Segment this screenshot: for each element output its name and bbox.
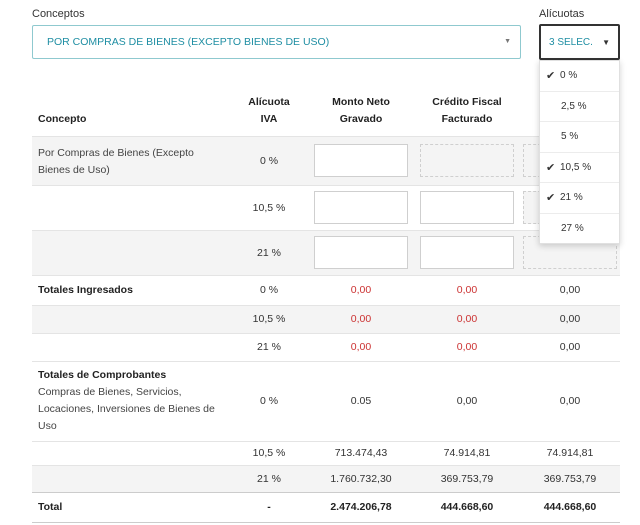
totales-comprobantes-cell: Totales de Comprobantes Compras de Biene… bbox=[32, 360, 230, 441]
monto-input[interactable] bbox=[314, 236, 408, 269]
total-row: Total - 2.474.206,78 444.668,60 444.668,… bbox=[32, 491, 620, 523]
col4-cell: 74.914,81 bbox=[520, 440, 620, 465]
concept-label: Por Compras de Bienes (Excepto Bienes de… bbox=[32, 135, 230, 185]
credito-cell: 369.753,79 bbox=[414, 464, 520, 492]
col4-cell: 0,00 bbox=[520, 304, 620, 333]
header-alicuota: Alícuota IVA bbox=[248, 95, 290, 125]
monto-cell: 713.474,43 bbox=[308, 440, 414, 465]
rate-cell: 0 % bbox=[230, 135, 308, 185]
alicuotas-selected-value: 3 SELEC. bbox=[549, 36, 593, 48]
chevron-down-icon: ▼ bbox=[504, 38, 511, 45]
credito-input[interactable] bbox=[420, 191, 514, 224]
total-label: Total bbox=[32, 491, 230, 523]
header-concepto: Concepto bbox=[38, 112, 87, 125]
alicuota-option-5[interactable]: 5 % bbox=[540, 122, 619, 153]
rate-cell: 0 % bbox=[230, 274, 308, 305]
rate-cell: 21 % bbox=[230, 229, 308, 275]
rate-cell: 0 % bbox=[230, 360, 308, 441]
alicuotas-dropdown: ✔ 0 % 2,5 % 5 % ✔ 10,5 % ✔ 21 % 27 % bbox=[539, 60, 620, 244]
table-row: 21 % bbox=[32, 229, 620, 275]
monto-cell: 0.05 bbox=[308, 360, 414, 441]
table-row: 10,5 % bbox=[32, 184, 620, 230]
conceptos-label: Conceptos bbox=[32, 8, 85, 20]
credito-cell: 0,00 bbox=[414, 304, 520, 333]
credito-cell: 0,00 bbox=[414, 332, 520, 361]
monto-input[interactable] bbox=[314, 191, 408, 224]
credito-input-disabled bbox=[420, 144, 514, 177]
credito-cell: 0,00 bbox=[414, 274, 520, 305]
header-credito: Crédito Fiscal Facturado bbox=[432, 95, 502, 125]
check-icon: ✔ bbox=[546, 161, 556, 174]
alicuota-option-0[interactable]: ✔ 0 % bbox=[540, 61, 619, 92]
table-row: 10,5 % 0,00 0,00 0,00 bbox=[32, 304, 620, 333]
header-monto: Monto Neto Gravado bbox=[332, 95, 390, 125]
alicuota-option-27[interactable]: 27 % bbox=[561, 223, 584, 235]
totales-comprobantes-sublabel: Compras de Bienes, Servicios, Locaciones… bbox=[38, 385, 215, 432]
iva-table: Concepto Alícuota IVA Monto Neto Gravado C… bbox=[32, 92, 620, 523]
table-row: 21 % 1.760.732,30 369.753,79 369.753,79 bbox=[32, 464, 620, 492]
table-row: 21 % 0,00 0,00 0,00 bbox=[32, 332, 620, 361]
col4-cell: 0,00 bbox=[520, 360, 620, 441]
totales-ingresados-label: Totales Ingresados bbox=[32, 274, 230, 305]
conceptos-selected-value: POR COMPRAS DE BIENES (EXCEPTO BIENES DE… bbox=[47, 36, 330, 48]
rate-cell: 10,5 % bbox=[230, 304, 308, 333]
rate-cell: - bbox=[230, 491, 308, 523]
credito-input[interactable] bbox=[420, 236, 514, 269]
credito-cell: 0,00 bbox=[414, 360, 520, 441]
check-icon: ✔ bbox=[546, 70, 556, 83]
monto-cell: 0,00 bbox=[308, 274, 414, 305]
monto-cell: 0,00 bbox=[308, 304, 414, 333]
col4-cell: 369.753,79 bbox=[520, 464, 620, 492]
total-credito: 444.668,60 bbox=[414, 491, 520, 523]
rate-cell: 21 % bbox=[230, 332, 308, 361]
totales-comprobantes-label: Totales de Comprobantes bbox=[38, 368, 167, 381]
alicuotas-label: Alícuotas bbox=[539, 8, 585, 20]
conceptos-select[interactable]: POR COMPRAS DE BIENES (EXCEPTO BIENES DE… bbox=[32, 25, 521, 59]
rate-cell: 10,5 % bbox=[230, 184, 308, 230]
monto-input[interactable] bbox=[314, 144, 408, 177]
alicuota-option-10-5[interactable]: ✔ 10,5 % bbox=[540, 153, 619, 183]
table-row: 10,5 % 713.474,43 74.914,81 74.914,81 bbox=[32, 440, 620, 465]
col4-cell: 0,00 bbox=[520, 274, 620, 305]
chevron-down-icon: ▼ bbox=[602, 38, 610, 47]
monto-cell: 0,00 bbox=[308, 332, 414, 361]
rate-cell: 21 % bbox=[230, 464, 308, 492]
alicuotas-select[interactable]: 3 SELEC. ▼ bbox=[539, 24, 620, 60]
total-monto: 2.474.206,78 bbox=[308, 491, 414, 523]
table-row: Totales de Comprobantes Compras de Biene… bbox=[32, 360, 620, 441]
rate-cell: 10,5 % bbox=[230, 440, 308, 465]
table-row: Por Compras de Bienes (Excepto Bienes de… bbox=[32, 135, 620, 185]
col4-cell: 0,00 bbox=[520, 332, 620, 361]
table-row: Totales Ingresados 0 % 0,00 0,00 0,00 bbox=[32, 274, 620, 305]
check-icon: ✔ bbox=[546, 192, 556, 205]
alicuota-option-2-5[interactable]: 2,5 % bbox=[540, 92, 619, 122]
credito-cell: 74.914,81 bbox=[414, 440, 520, 465]
alicuota-option-21[interactable]: ✔ 21 % bbox=[540, 183, 619, 214]
total-col4: 444.668,60 bbox=[520, 491, 620, 523]
monto-cell: 1.760.732,30 bbox=[308, 464, 414, 492]
